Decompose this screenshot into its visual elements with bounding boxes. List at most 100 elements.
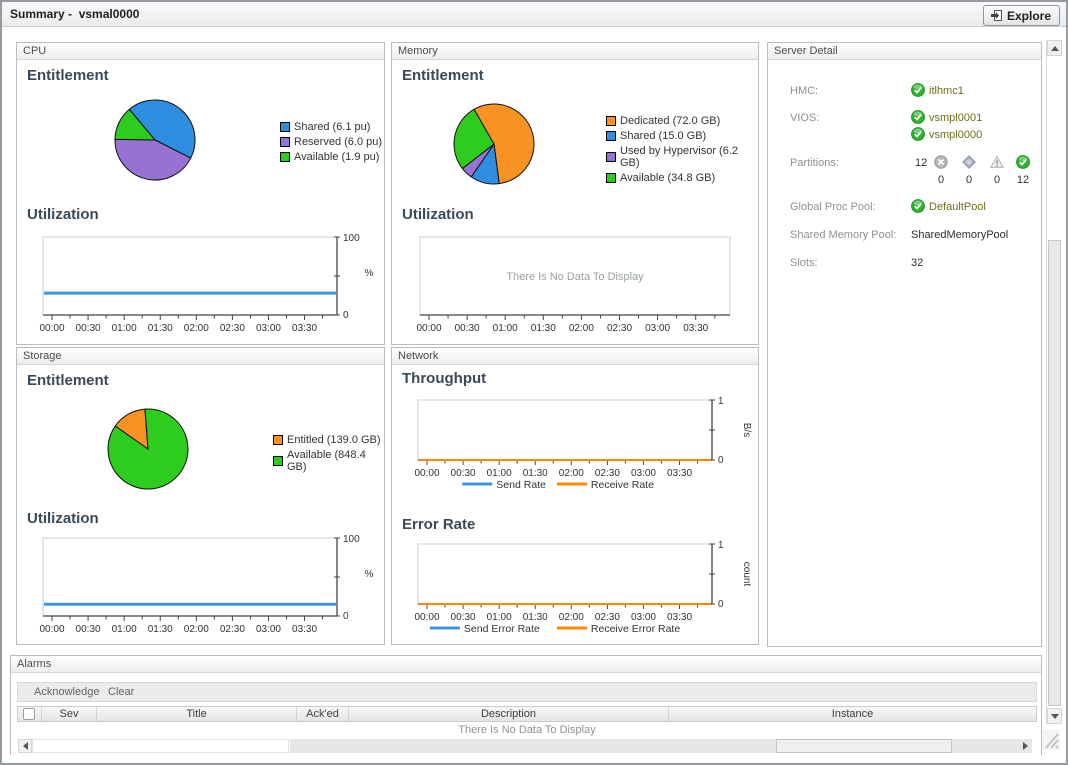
right-arrow-icon <box>1022 742 1028 750</box>
hmc-link[interactable]: itlhmc1 <box>929 85 964 97</box>
svg-text:00:00: 00:00 <box>39 624 64 635</box>
up-arrow-icon <box>1050 45 1059 51</box>
explore-label: Explore <box>1006 8 1051 23</box>
svg-text:00:30: 00:30 <box>76 624 101 635</box>
legend-item: Shared (6.1 pu) <box>280 121 382 133</box>
scroll-track-left[interactable] <box>32 739 289 753</box>
alarms-table-header: Sev Title Ack'ed Description Instance <box>17 706 1037 722</box>
vertical-scrollbar[interactable] <box>1046 40 1062 724</box>
legend-item: Available (1.9 pu) <box>280 151 382 163</box>
scroll-up-button[interactable] <box>1047 40 1062 56</box>
svg-text:00:30: 00:30 <box>451 468 476 479</box>
clear-button[interactable]: Clear <box>108 686 135 698</box>
cpu-entitlement-legend: Shared (6.1 pu) Reserved (6.0 pu) Availabl… <box>280 121 382 163</box>
pie-slice <box>453 108 495 170</box>
svg-text:02:30: 02:30 <box>220 323 245 334</box>
network-throughput-chart: 00:00 00:30 01:00 01:30 02:00 02:30 03:00 03:30… <box>408 394 760 497</box>
pie-slice <box>114 138 192 181</box>
resize-grip[interactable] <box>1042 730 1060 750</box>
horizontal-scrollbar[interactable] <box>18 739 1040 753</box>
svg-text:00:30: 00:30 <box>455 323 480 334</box>
slots-value: 32 <box>911 257 924 269</box>
svg-text:03:30: 03:30 <box>683 323 708 334</box>
svg-text:02:30: 02:30 <box>595 612 620 623</box>
scroll-right-button[interactable] <box>1018 739 1032 753</box>
svg-text:01:30: 01:30 <box>531 323 556 334</box>
vertical-scrollbar-thumb[interactable] <box>1048 240 1061 706</box>
resize-grip-icon <box>1045 733 1059 749</box>
vios-link-2[interactable]: vsmpl0000 <box>929 129 983 141</box>
svg-text:02:30: 02:30 <box>607 323 632 334</box>
network-panel-header: Network <box>392 348 758 365</box>
severity-warning-icon <box>990 155 1004 168</box>
storage-entitlement-heading: Entitlement <box>27 372 109 389</box>
scroll-left-button[interactable] <box>18 739 32 753</box>
global-proc-pool-link[interactable]: DefaultPool <box>929 201 986 213</box>
server-detail-panel-title: Server Detail <box>774 45 838 57</box>
memory-panel: Memory Entitlement Dedicated (72.0 GB) Sh… <box>391 42 759 345</box>
storage-utilization-heading: Utilization <box>27 510 99 527</box>
column-header-sev[interactable]: Sev <box>42 707 97 721</box>
legend-item: Used by Hypervisor (6.2 GB) <box>606 145 758 169</box>
server-detail-panel-header: Server Detail <box>768 43 1041 60</box>
partitions-critical-count: 0 <box>965 174 973 186</box>
column-header-title[interactable]: Title <box>97 707 297 721</box>
alarms-toolbar: Acknowledge Clear <box>17 682 1037 702</box>
svg-text:1: 1 <box>718 540 724 551</box>
partitions-normal-count: 12 <box>1016 174 1030 186</box>
svg-text:%: % <box>365 268 374 279</box>
svg-text:03:30: 03:30 <box>292 624 317 635</box>
svg-text:01:30: 01:30 <box>523 468 548 479</box>
acknowledge-button[interactable]: Acknowledge <box>34 686 100 698</box>
svg-text:00:00: 00:00 <box>414 468 439 479</box>
svg-text:100: 100 <box>343 534 360 545</box>
horizontal-scrollbar-thumb[interactable] <box>776 739 952 753</box>
network-panel-title: Network <box>398 350 439 362</box>
memory-utilization-chart: 00:00 00:30 01:00 01:30 02:00 02:30 03:00 03:30… <box>408 231 748 346</box>
network-error-rate-heading: Error Rate <box>402 516 476 533</box>
column-header-description[interactable]: Description <box>349 707 669 721</box>
cpu-entitlement-heading: Entitlement <box>27 67 109 84</box>
pie-slice <box>114 108 157 141</box>
svg-text:0: 0 <box>718 599 724 610</box>
cpu-panel-title: CPU <box>23 45 47 57</box>
legend-label: Used by Hypervisor (6.2 GB) <box>620 145 738 169</box>
svg-text:01:00: 01:00 <box>112 624 137 635</box>
legend-swatch <box>280 137 290 147</box>
svg-text:02:00: 02:00 <box>569 323 594 334</box>
svg-text:Receive Error Rate: Receive Error Rate <box>591 623 680 635</box>
legend-item: Reserved (6.0 pu) <box>280 136 382 148</box>
column-header-acked[interactable]: Ack'ed <box>297 707 349 721</box>
storage-entitlement-legend: Entitled (139.0 GB) Available (848.4 GB) <box>273 434 384 473</box>
svg-text:01:00: 01:00 <box>487 468 512 479</box>
svg-text:1: 1 <box>718 396 724 407</box>
cpu-entitlement-pie <box>112 97 198 186</box>
slots-label: Slots: <box>790 257 818 269</box>
explore-button[interactable]: Explore <box>982 5 1060 26</box>
memory-entitlement-heading: Entitlement <box>402 67 484 84</box>
svg-text:03:00: 03:00 <box>631 612 656 623</box>
legend-label: Dedicated (72.0 GB) <box>620 115 721 127</box>
vios-link-1[interactable]: vsmpl0001 <box>929 112 983 124</box>
svg-text:02:00: 02:00 <box>559 612 584 623</box>
memory-utilization-heading: Utilization <box>402 206 474 223</box>
left-arrow-icon <box>22 742 28 750</box>
svg-text:03:30: 03:30 <box>292 323 317 334</box>
memory-panel-title: Memory <box>398 45 438 57</box>
legend-swatch <box>606 173 616 183</box>
storage-utilization-chart: 00:00 00:30 01:00 01:30 02:00 02:30 03:00 03:30… <box>33 532 385 647</box>
svg-text:00:30: 00:30 <box>76 323 101 334</box>
status-normal-icon <box>911 127 925 141</box>
svg-text:03:00: 03:00 <box>645 323 670 334</box>
scroll-down-button[interactable] <box>1047 708 1062 724</box>
select-all-checkbox[interactable] <box>23 708 35 720</box>
alarms-empty-message: There Is No Data To Display <box>458 724 596 736</box>
svg-text:0: 0 <box>343 611 349 622</box>
storage-panel: Storage Entitlement Entitled (139.0 GB) A… <box>16 347 385 645</box>
legend-item: Dedicated (72.0 GB) <box>606 115 758 127</box>
svg-text:00:00: 00:00 <box>39 323 64 334</box>
svg-text:00:00: 00:00 <box>416 323 441 334</box>
cpu-utilization-chart: 00:00 00:30 01:00 01:30 02:00 02:30 03:00 03:30… <box>33 231 385 346</box>
column-header-instance[interactable]: Instance <box>831 708 874 720</box>
legend-item: Available (848.4 GB) <box>273 449 384 473</box>
